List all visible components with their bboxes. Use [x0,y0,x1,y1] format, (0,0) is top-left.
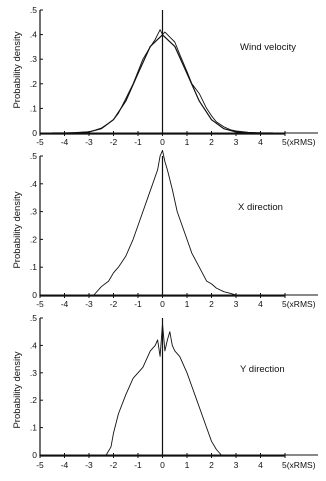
x-tick-label: 5(xRMS) [282,137,316,147]
x-tick-label: 0 [160,460,165,470]
chart-panel-3: -5 -4 -3 -2 -1 0 1 2 3 4 5(xRMS) .5 .4 .3 .2 .1 0 Probabi… [12,313,318,470]
x-tick-label: 1 [185,299,190,309]
y-tick-label: 0 [32,128,37,138]
y-axis-label: Probability density [12,191,23,268]
y-tick-label: .5 [30,5,37,15]
x-tick-label: -3 [85,299,93,309]
x-tick-label: 2 [209,299,214,309]
y-tick-label: .3 [30,368,37,378]
panel-annotation: Y direction [240,364,285,375]
x-tick-label: -4 [61,460,69,470]
x-tick-label: 4 [258,460,263,470]
x-tick-label: -5 [36,299,44,309]
x-tick-label: -1 [134,137,142,147]
y-tick-label: .4 [30,179,37,189]
x-tick-label: -1 [134,299,142,309]
x-tick-label: 1 [185,460,190,470]
series-line-2 [52,34,273,134]
chart-panel-2: -5 -4 -3 -2 -1 0 1 2 3 4 5(xRMS) .5 .4 .3 .2 .1 0 Probabi… [12,149,318,309]
x-tick-label: 4 [258,137,263,147]
x-tick-label: 4 [258,299,263,309]
x-tick-label: -3 [85,137,93,147]
y-tick-label: .1 [30,262,37,272]
x-tick-label: 0 [160,299,165,309]
y-tick-label: .2 [30,79,37,89]
x-tick-label: 1 [185,137,190,147]
y-tick-label: .4 [30,30,37,40]
y-tick-label: 0 [32,450,37,460]
x-tick-label: 3 [234,299,239,309]
y-tick-label: .2 [30,395,37,405]
x-tick-label: -5 [36,137,44,147]
panel-annotation: X direction [238,202,283,213]
y-tick-label: .1 [30,423,37,433]
x-tick-label: -4 [61,299,69,309]
y-tick-label: .2 [30,234,37,244]
y-tick-label: .3 [30,207,37,217]
x-tick-label: 3 [234,460,239,470]
x-tick-label: -5 [36,460,44,470]
x-tick-label: 2 [209,137,214,147]
x-tick-label: 5(xRMS) [282,299,316,309]
y-tick-label: .1 [30,103,37,113]
y-tick-label: .4 [30,340,37,350]
x-tick-label: 0 [160,137,165,147]
x-tick-label: -3 [85,460,93,470]
y-axis-label: Probability density [12,351,23,428]
series-line-1 [105,323,222,456]
x-tick-label: -2 [110,299,118,309]
x-tick-label: 3 [234,137,239,147]
x-tick-label: 2 [209,460,214,470]
y-axis-label: Probability density [12,31,23,108]
x-tick-label: -2 [110,137,118,147]
series-line-1 [93,149,237,296]
y-tick-label: 0 [32,290,37,300]
y-tick-label: .5 [30,313,37,323]
y-tick-label: .3 [30,54,37,64]
x-tick-label: -2 [110,460,118,470]
panel-annotation: Wind velocity [240,42,296,53]
chart-panel-1: -5 -4 -3 -2 -1 0 1 2 3 4 5(xRMS) .5 .4 .3 .2 .1 0 Probabi… [12,5,318,147]
x-tick-label: -4 [61,137,69,147]
x-tick-label: -1 [134,460,142,470]
x-tick-label: 5(xRMS) [282,460,316,470]
y-tick-label: .5 [30,151,37,161]
